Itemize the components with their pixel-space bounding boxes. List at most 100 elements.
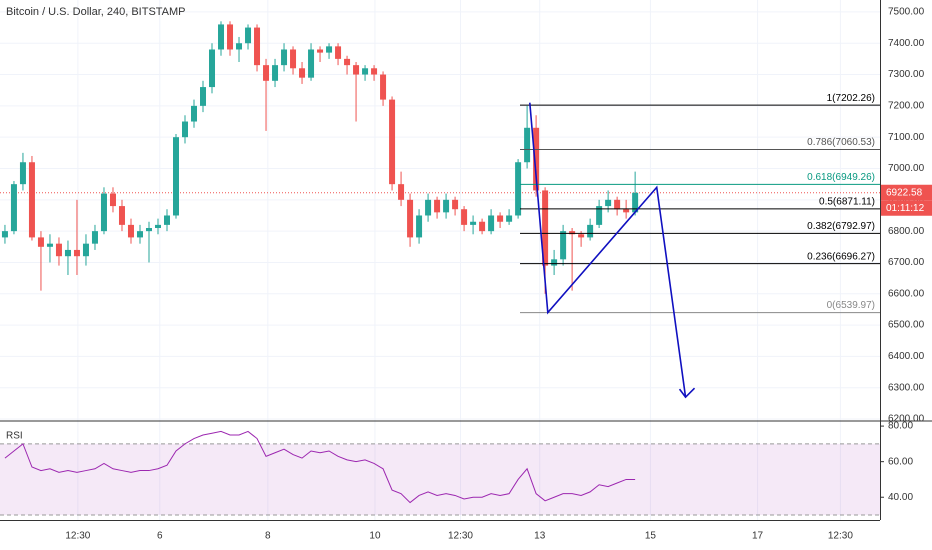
candle-body — [443, 199, 450, 213]
candle-body — [37, 237, 44, 247]
x-tick-label: 6 — [157, 531, 163, 542]
x-tick-label: 12:30 — [828, 531, 853, 542]
rsi-band — [0, 443, 880, 516]
y-tick-label: 80.00 — [888, 421, 913, 432]
candle-body — [497, 215, 504, 222]
y-tick-label: 6200.00 — [888, 414, 925, 425]
candle-body — [254, 27, 261, 66]
y-tick-label: 40.00 — [888, 492, 913, 503]
arrow-head — [678, 387, 696, 399]
candle-body — [209, 49, 216, 88]
candle-body — [200, 87, 207, 106]
candle-body — [290, 49, 297, 69]
x-tick-label: 12:30 — [448, 531, 473, 542]
plot: 1(7202.26) 0.786(7060.53) 0.618(6949.26) 0.… — [0, 21, 880, 516]
candle-body — [145, 228, 152, 232]
x-tick-label: 13 — [534, 531, 546, 542]
candle-body — [605, 199, 612, 207]
candle-body — [488, 215, 495, 232]
x-tick-label: 10 — [369, 531, 381, 542]
candle-body — [470, 221, 477, 225]
candle-body — [100, 193, 107, 232]
candle-body — [479, 221, 486, 232]
candle-body — [344, 58, 351, 66]
candle-body — [353, 65, 360, 75]
y-tick-label: 6700.00 — [888, 257, 925, 268]
candle-body — [317, 49, 324, 53]
candle-body — [533, 127, 540, 191]
pattern-drawing — [529, 102, 687, 398]
candle-body — [163, 215, 170, 225]
rsi-title: RSI — [6, 431, 23, 442]
candle-body — [425, 199, 432, 216]
candle-body — [127, 224, 134, 238]
candle-body — [560, 231, 567, 260]
fib-label: 0.786(7060.53) — [807, 137, 875, 148]
candle-body — [281, 49, 288, 66]
y-tick-label: 6800.00 — [888, 226, 925, 237]
candle-body — [623, 209, 630, 213]
candle-body — [407, 199, 414, 238]
candle-body — [632, 192, 639, 213]
candle-body — [551, 259, 558, 266]
candle-body — [82, 243, 89, 257]
fib-label: 0(6539.97) — [827, 300, 875, 311]
candle-body — [299, 68, 306, 78]
x-tick-label: 15 — [645, 531, 657, 542]
y-tick-label: 7300.00 — [888, 69, 925, 80]
grid — [0, 0, 880, 520]
candle-body — [118, 206, 125, 225]
candle-body — [506, 215, 513, 222]
countdown-label: 01:11:12 — [886, 203, 925, 214]
y-tick-label: 7200.00 — [888, 101, 925, 112]
x-tick-label: 17 — [752, 531, 764, 542]
candle-body — [362, 68, 369, 75]
candle-body — [515, 162, 522, 216]
x-tick-label: 12:30 — [65, 531, 90, 542]
y-tick-label: 6400.00 — [888, 351, 925, 362]
candle-body — [109, 193, 116, 207]
candle-body — [55, 243, 62, 257]
fib-label: 0.618(6949.26) — [807, 172, 875, 183]
last-price-label: 6922.58 — [886, 187, 923, 198]
candle-body — [28, 162, 35, 238]
fib-label: 0.236(6696.27) — [807, 251, 875, 262]
y-tick-label: 6500.00 — [888, 320, 925, 331]
candle-body — [542, 190, 549, 266]
candle-body — [398, 184, 405, 200]
y-tick-label: 7500.00 — [888, 7, 925, 18]
y-tick-label: 60.00 — [888, 456, 913, 467]
candle-body — [73, 249, 80, 257]
candle-body — [335, 46, 342, 59]
candle-body — [380, 74, 387, 100]
candle-body — [326, 46, 333, 53]
candle-body — [614, 199, 621, 210]
rsi-line — [4, 430, 636, 504]
candle-body — [236, 43, 243, 50]
y-tick-label: 6600.00 — [888, 288, 925, 299]
candle-body — [64, 249, 71, 257]
fib-label: 1(7202.26) — [827, 93, 875, 104]
candle-body — [19, 162, 26, 185]
y-tick-label: 7100.00 — [888, 132, 925, 143]
y-tick-label: 6300.00 — [888, 382, 925, 393]
candle-body — [10, 184, 17, 232]
candle-body — [371, 68, 378, 75]
candle-body — [182, 121, 189, 138]
candle-body — [191, 105, 198, 122]
candle-body — [245, 27, 252, 44]
chart-title: Bitcoin / U.S. Dollar, 240, BITSTAMP — [6, 6, 186, 18]
candle-body — [587, 224, 594, 238]
candle-body — [227, 24, 234, 50]
fib-label: 0.382(6792.97) — [807, 221, 875, 232]
candle-body — [46, 243, 53, 247]
candle-body — [461, 209, 468, 225]
candle-body — [569, 231, 576, 235]
candle-body — [578, 234, 585, 238]
candle-body — [173, 137, 179, 216]
candle-body — [308, 49, 315, 78]
y-tick-label: 7000.00 — [888, 163, 925, 174]
candle-body — [434, 199, 441, 213]
